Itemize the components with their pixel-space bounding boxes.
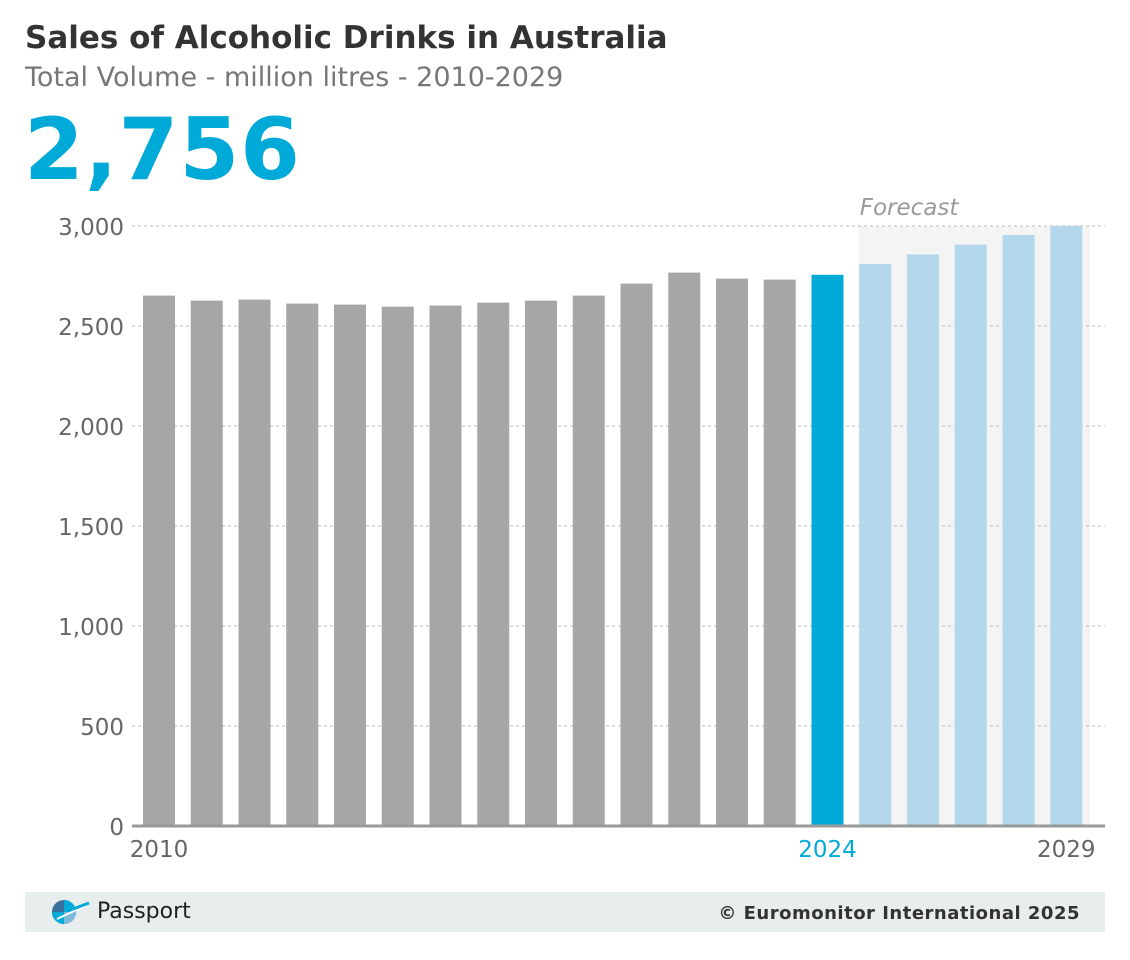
- bar-forecast: [1002, 235, 1035, 826]
- bar-historical: [334, 304, 366, 827]
- bar-forecast: [907, 254, 939, 826]
- x-tick-label: 2029: [1037, 837, 1096, 863]
- y-tick-label: 1,000: [58, 615, 124, 641]
- bar-forecast: [954, 244, 987, 827]
- bar-historical: [763, 279, 796, 827]
- headline-value: 2,756: [24, 100, 302, 200]
- y-tick-label: 500: [80, 715, 124, 741]
- y-tick-label: 1,500: [58, 515, 124, 541]
- forecast-label: Forecast: [860, 195, 960, 221]
- x-tick-label: 2024: [798, 837, 857, 863]
- bar-historical: [143, 295, 175, 827]
- bar-historical: [716, 278, 748, 827]
- bar-historical: [429, 305, 462, 827]
- bar-historical: [620, 283, 653, 827]
- passport-logo-icon: [52, 900, 90, 924]
- x-tick-label: 2010: [130, 837, 189, 863]
- bar-current: [811, 274, 844, 826]
- bar-historical: [190, 300, 223, 827]
- footer-bar: Passport © Euromonitor International 202…: [25, 892, 1105, 932]
- copyright-text: © Euromonitor International 2025: [718, 903, 1080, 924]
- bar-forecast: [859, 264, 892, 826]
- bar-historical: [381, 306, 414, 827]
- bar-historical: [238, 299, 271, 827]
- brand-name: Passport: [97, 899, 191, 924]
- bar-historical: [572, 295, 605, 827]
- bar-forecast: [1050, 226, 1083, 826]
- chart-subtitle: Total Volume - million litres - 2010-202…: [25, 62, 564, 93]
- chart-title: Sales of Alcoholic Drinks in Australia: [25, 20, 668, 56]
- bar-historical: [477, 302, 510, 827]
- y-tick-label: 2,000: [58, 415, 124, 441]
- y-tick-label: 3,000: [58, 215, 124, 241]
- bar-historical: [525, 300, 557, 827]
- bar-chart: 0 500 1,000 1,500 2,000 2,500 3,000 2010 2024 202…: [58, 195, 1105, 863]
- y-tick-label: 0: [109, 815, 124, 841]
- bar-historical: [668, 272, 701, 827]
- y-tick-label: 2,500: [58, 315, 124, 341]
- bar-historical: [286, 303, 319, 827]
